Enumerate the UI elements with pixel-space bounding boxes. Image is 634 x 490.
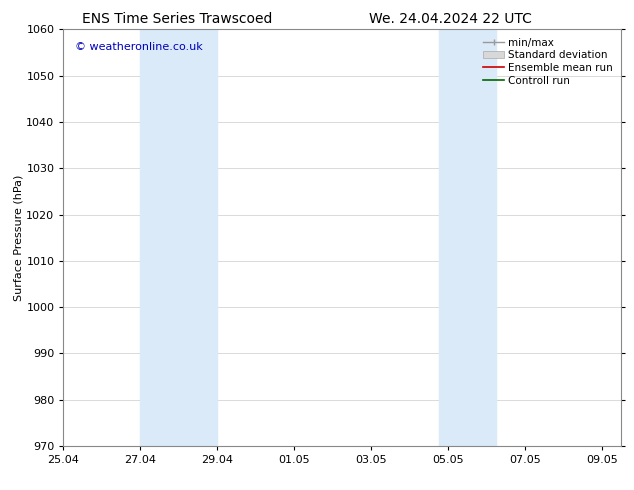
Text: ENS Time Series Trawscoed: ENS Time Series Trawscoed [82, 12, 273, 26]
Bar [439, 29, 496, 446]
Text: © weatheronline.co.uk: © weatheronline.co.uk [75, 42, 202, 52]
Text: We. 24.04.2024 22 UTC: We. 24.04.2024 22 UTC [369, 12, 531, 26]
Bar [140, 29, 217, 446]
Y-axis label: Surface Pressure (hPa): Surface Pressure (hPa) [13, 174, 23, 301]
Legend: min/max, Standard deviation, Ensemble mean run, Controll run: min/max, Standard deviation, Ensemble me… [480, 35, 616, 89]
